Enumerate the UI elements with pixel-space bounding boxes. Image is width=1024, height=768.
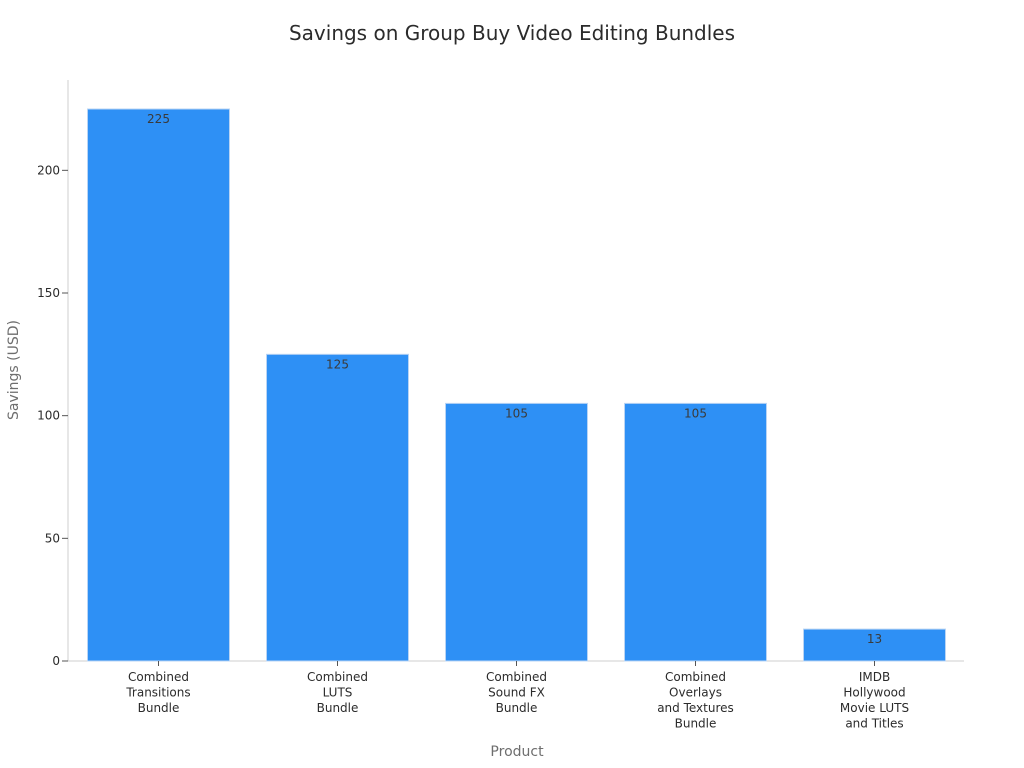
y-axis-label: Savings (USD) bbox=[6, 320, 22, 420]
x-tick-label-line: Combined bbox=[307, 670, 368, 684]
bars-group: 225 125 105 105 13 bbox=[87, 108, 946, 662]
y-tick-label: 100 bbox=[37, 409, 60, 423]
bar bbox=[445, 402, 588, 662]
y-tick-label: 150 bbox=[37, 286, 60, 300]
x-tick-label: Combined LUTS Bundle bbox=[307, 670, 368, 715]
x-tick-label: Combined Sound FX Bundle bbox=[486, 670, 547, 715]
bar-value-label: 13 bbox=[867, 632, 882, 646]
x-tick-label-line: Combined bbox=[665, 670, 726, 684]
x-tick-label-line: Movie LUTS bbox=[840, 701, 909, 715]
x-tick-label-line: IMDB bbox=[859, 670, 890, 684]
x-axis-label: Product bbox=[490, 744, 544, 760]
x-tick-label-line: Sound FX bbox=[488, 686, 545, 700]
bar bbox=[87, 108, 230, 662]
y-tick-label: 0 bbox=[52, 654, 60, 668]
x-tick-label: Combined Overlays and Textures Bundle bbox=[657, 670, 734, 731]
x-tick-label-line: Combined bbox=[486, 670, 547, 684]
bar bbox=[266, 353, 409, 662]
x-tick-label-line: Bundle bbox=[317, 701, 359, 715]
x-tick-label-line: Bundle bbox=[496, 701, 538, 715]
y-tick-label: 200 bbox=[37, 163, 60, 177]
bar-value-label: 105 bbox=[505, 406, 528, 420]
x-tick-label-line: Bundle bbox=[138, 701, 180, 715]
x-tick-label-line: Hollywood bbox=[843, 686, 905, 700]
x-tick-label-line: Bundle bbox=[675, 717, 717, 731]
bar-value-label: 225 bbox=[147, 112, 170, 126]
x-tick-label-line: Combined bbox=[128, 670, 189, 684]
x-tick-label: Combined Transitions Bundle bbox=[125, 670, 190, 715]
x-tick-label-line: Transitions bbox=[125, 686, 190, 700]
x-tick-label: IMDB Hollywood Movie LUTS and Titles bbox=[840, 670, 909, 731]
bar-value-label: 125 bbox=[326, 357, 349, 371]
x-tick-label-line: and Titles bbox=[845, 717, 903, 731]
x-tick-label-line: Overlays bbox=[669, 686, 722, 700]
y-axis-ticks: 0 50 100 150 200 bbox=[37, 163, 68, 668]
bar-value-label: 105 bbox=[684, 406, 707, 420]
chart-title: Savings on Group Buy Video Editing Bundl… bbox=[289, 21, 735, 45]
x-tick-label-line: LUTS bbox=[323, 686, 353, 700]
x-tick-label-line: and Textures bbox=[657, 701, 734, 715]
bar bbox=[624, 402, 767, 662]
y-tick-label: 50 bbox=[45, 531, 60, 545]
